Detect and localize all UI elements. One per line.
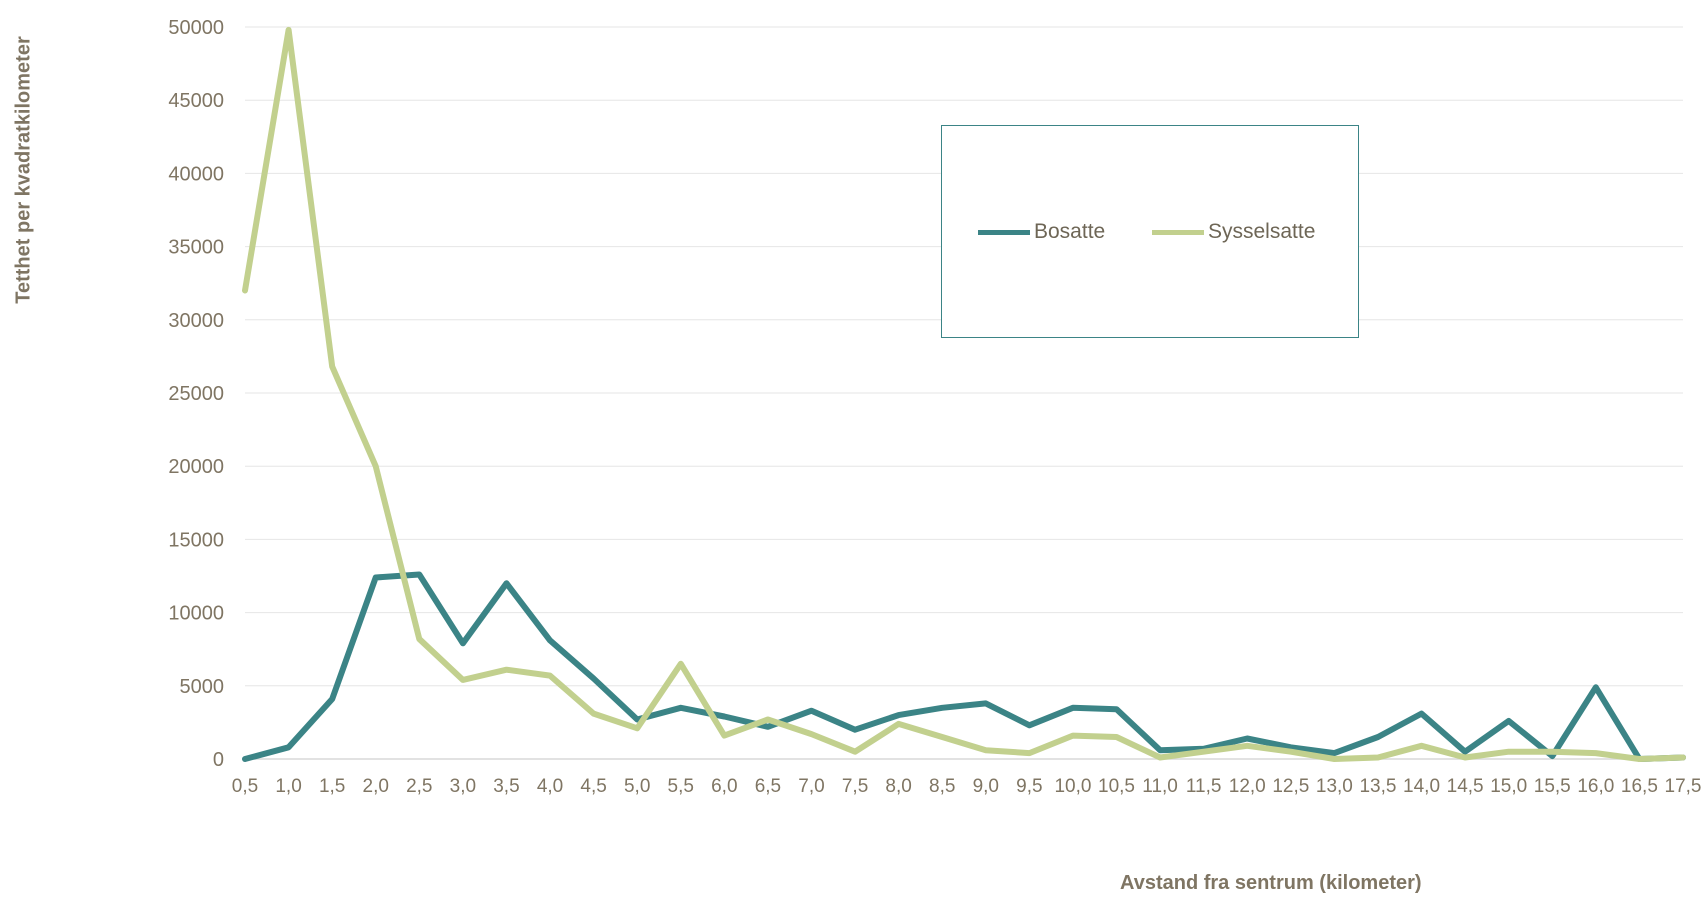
x-tick-label: 17,5 <box>1665 776 1702 797</box>
x-tick-label: 1,0 <box>275 776 301 797</box>
x-tick-label: 2,5 <box>406 776 432 797</box>
y-tick-label: 50000 <box>168 17 224 39</box>
y-tick-label: 25000 <box>168 383 224 405</box>
series-lines <box>242 26 1686 762</box>
x-tick-label: 4,0 <box>537 776 563 797</box>
y-tick-label: 0 <box>213 749 224 771</box>
x-tick-label: 2,0 <box>363 776 389 797</box>
x-tick-label: 14,0 <box>1403 776 1440 797</box>
y-axis-ticks: 0 5000 10000 15000 20000 25000 30000 35000 40000… <box>168 17 224 771</box>
x-tick-label: 9,0 <box>973 776 999 797</box>
x-tick-label: 15,0 <box>1490 776 1527 797</box>
x-tick-label: 14,5 <box>1447 776 1484 797</box>
x-tick-label: 11,5 <box>1186 776 1222 797</box>
y-tick-label: 20000 <box>168 456 224 478</box>
x-tick-label: 5,5 <box>668 776 694 797</box>
x-tick-label: 12,5 <box>1272 776 1309 797</box>
x-tick-label: 6,0 <box>711 776 737 797</box>
x-tick-label: 11,0 <box>1142 776 1178 797</box>
legend-swatch-sysselsatte <box>1152 229 1204 235</box>
legend-label-bosatte: Bosatte <box>1034 220 1106 243</box>
y-tick-label: 40000 <box>168 163 224 185</box>
y-tick-label: 30000 <box>168 310 224 332</box>
legend-item-bosatte: Bosatte <box>978 220 1105 244</box>
series-line-bosatte <box>242 571 1686 762</box>
legend: Bosatte Sysselsatte <box>941 125 1359 338</box>
legend-swatch-bosatte <box>978 229 1030 235</box>
x-axis-ticks: 0,5 1,0 1,5 2,0 2,5 3,0 3,5 4,0 4,5 5,0 5,5 6,0 6,5 7… <box>232 776 1702 797</box>
x-tick-label: 4,5 <box>580 776 606 797</box>
x-tick-label: 9,5 <box>1016 776 1042 797</box>
x-tick-label: 0,5 <box>232 776 258 797</box>
x-tick-label: 6,5 <box>755 776 781 797</box>
x-tick-label: 16,5 <box>1621 776 1658 797</box>
x-tick-label: 12,0 <box>1229 776 1266 797</box>
x-tick-label: 5,0 <box>624 776 650 797</box>
x-tick-label: 7,5 <box>842 776 868 797</box>
x-tick-label: 7,0 <box>798 776 824 797</box>
x-tick-label: 16,0 <box>1577 776 1614 797</box>
y-tick-label: 45000 <box>168 90 224 112</box>
legend-label-sysselsatte: Sysselsatte <box>1208 220 1316 243</box>
legend-item-sysselsatte: Sysselsatte <box>1152 220 1315 244</box>
series-line-sysselsatte <box>242 26 1686 762</box>
y-tick-label: 10000 <box>168 603 224 625</box>
x-tick-label: 3,5 <box>493 776 519 797</box>
x-tick-label: 8,0 <box>885 776 911 797</box>
y-tick-label: 15000 <box>168 529 224 551</box>
x-axis-title: Avstand fra sentrum (kilometer) <box>1120 872 1422 894</box>
x-tick-label: 13,5 <box>1359 776 1396 797</box>
y-tick-label: 35000 <box>168 237 224 259</box>
x-tick-label: 1,5 <box>319 776 345 797</box>
x-tick-label: 10,5 <box>1098 776 1135 797</box>
y-tick-label: 5000 <box>180 676 225 698</box>
x-tick-label: 3,0 <box>450 776 476 797</box>
x-tick-label: 8,5 <box>929 776 955 797</box>
y-axis-title: Tetthet per kvadratkilometer <box>12 36 35 304</box>
x-tick-label: 15,5 <box>1534 776 1571 797</box>
x-tick-label: 13,0 <box>1316 776 1353 797</box>
x-tick-label: 10,0 <box>1054 776 1091 797</box>
